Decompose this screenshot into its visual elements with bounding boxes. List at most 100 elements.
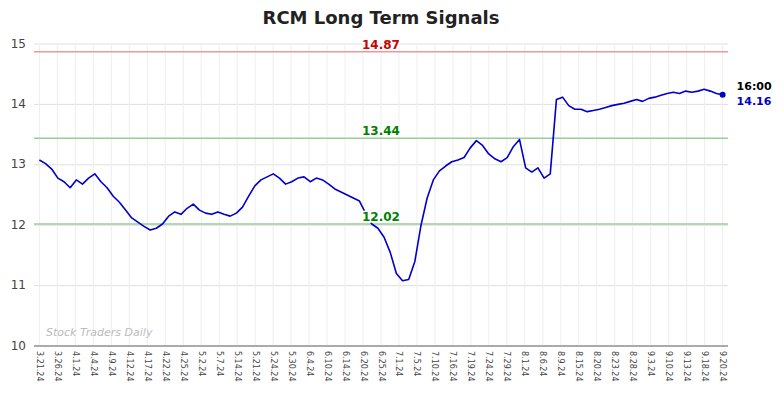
end-dot bbox=[720, 92, 726, 98]
x-axis-line bbox=[34, 346, 728, 347]
plot-area bbox=[34, 52, 728, 281]
background bbox=[0, 0, 784, 398]
x-tick-label: 8.9.24 bbox=[556, 351, 565, 376]
x-grid-line bbox=[506, 44, 507, 346]
x-tick-label: 5.7.24 bbox=[215, 351, 224, 376]
x-tick-label: 5.14.24 bbox=[233, 351, 242, 382]
x-grid-line bbox=[201, 44, 202, 346]
end-label-value: 14.16 bbox=[737, 95, 772, 108]
x-grid-line bbox=[75, 44, 76, 346]
x-tick-label: 8.28.24 bbox=[628, 351, 637, 382]
x-grid-line bbox=[578, 44, 579, 346]
x-grid-line bbox=[398, 44, 399, 346]
x-grid-line bbox=[237, 44, 238, 346]
y-tick-label: 13 bbox=[11, 157, 26, 171]
x-tick-label: 4.9.24 bbox=[107, 351, 116, 376]
x-grid-line bbox=[488, 44, 489, 346]
chart-container: RCM Long Term Signals 10 11 12 13 14 15 3.21.24… bbox=[0, 0, 784, 398]
x-tick-label: 7.19.24 bbox=[466, 351, 475, 382]
x-tick-label: 7.5.24 bbox=[412, 351, 421, 376]
x-grid-line bbox=[542, 44, 543, 346]
x-tick-label: 3.26.24 bbox=[53, 351, 62, 382]
x-grid-line bbox=[183, 44, 184, 346]
x-tick-label: 5.21.24 bbox=[251, 351, 260, 382]
x-tick-label: 7.24.24 bbox=[484, 351, 493, 382]
x-grid-line bbox=[291, 44, 292, 346]
x-grid-line bbox=[273, 44, 274, 346]
y-tick-label: 12 bbox=[11, 218, 26, 232]
x-tick-label: 4.4.24 bbox=[89, 351, 98, 376]
x-tick-label: 4.1.24 bbox=[71, 351, 80, 376]
y-tick-label: 14 bbox=[11, 97, 26, 111]
title: RCM Long Term Signals bbox=[263, 7, 500, 28]
x-tick-label: 6.25.24 bbox=[377, 351, 386, 382]
end-label-time: 16:00 bbox=[737, 80, 772, 93]
y-tick-label: 11 bbox=[11, 278, 26, 292]
grid bbox=[34, 44, 728, 346]
x-tick-label: 4.25.24 bbox=[179, 351, 188, 382]
price-line bbox=[39, 89, 722, 280]
x-tick-label: 9.10.24 bbox=[664, 351, 673, 382]
x-grid-line bbox=[434, 44, 435, 346]
x-grid-line bbox=[650, 44, 651, 346]
watermark: Stock Traders Daily bbox=[46, 326, 153, 339]
x-tick-label: 9.3.24 bbox=[646, 351, 655, 376]
x-tick-label: 4.22.24 bbox=[161, 351, 170, 382]
x-grid-line bbox=[309, 44, 310, 346]
x-tick-label: 6.10.24 bbox=[323, 351, 332, 382]
reference-label: 13.44 bbox=[362, 124, 400, 138]
x-tick-label: 5.24.24 bbox=[269, 351, 278, 382]
x-tick-label: 9.20.24 bbox=[718, 351, 727, 382]
x-tick-label: 8.20.24 bbox=[592, 351, 601, 382]
x-grid-line bbox=[560, 44, 561, 346]
x-tick-label: 7.10.24 bbox=[430, 351, 439, 382]
chart-svg: RCM Long Term Signals 10 11 12 13 14 15 3.21.24… bbox=[0, 0, 784, 398]
x-grid-line bbox=[165, 44, 166, 346]
x-tick-label: 8.15.24 bbox=[574, 351, 583, 382]
x-tick-label: 3.21.24 bbox=[35, 351, 44, 382]
annotations: 14.87 13.44 12.02 bbox=[362, 38, 400, 224]
x-tick-label: 8.6.24 bbox=[538, 351, 547, 376]
x-tick-label: 7.1.24 bbox=[394, 351, 403, 376]
y-grid-line bbox=[34, 346, 728, 347]
x-grid-line bbox=[416, 44, 417, 346]
reference-label: 12.02 bbox=[362, 210, 400, 224]
x-grid-line bbox=[596, 44, 597, 346]
x-grid-line bbox=[147, 44, 148, 346]
x-tick-label: 6.20.24 bbox=[359, 351, 368, 382]
x-tick-label: 7.16.24 bbox=[448, 351, 457, 382]
x-tick-label: 9.13.24 bbox=[682, 351, 691, 382]
y-tick-label: 15 bbox=[11, 37, 26, 51]
x-tick-label: 5.30.24 bbox=[287, 351, 296, 382]
x-grid-line bbox=[381, 44, 382, 346]
x-tick-label: 9.18.24 bbox=[700, 351, 709, 382]
y-tick-label: 10 bbox=[11, 339, 26, 353]
x-tick-label: 6.14.24 bbox=[341, 351, 350, 382]
y-axis: 10 11 12 13 14 15 bbox=[11, 37, 26, 353]
x-grid-line bbox=[39, 44, 40, 346]
x-grid-line bbox=[255, 44, 256, 346]
x-grid-line bbox=[452, 44, 453, 346]
x-tick-label: 4.17.24 bbox=[143, 351, 152, 382]
x-grid-line bbox=[57, 44, 58, 346]
x-grid-line bbox=[686, 44, 687, 346]
x-grid-line bbox=[363, 44, 364, 346]
x-grid-line bbox=[524, 44, 525, 346]
x-tick-label: 7.29.24 bbox=[502, 351, 511, 382]
x-grid-line bbox=[219, 44, 220, 346]
x-grid-line bbox=[614, 44, 615, 346]
x-grid-line bbox=[470, 44, 471, 346]
x-tick-label: 5.2.24 bbox=[197, 351, 206, 376]
x-tick-label: 4.12.24 bbox=[125, 351, 134, 382]
x-grid-line bbox=[93, 44, 94, 346]
x-grid-line bbox=[668, 44, 669, 346]
x-grid-line bbox=[722, 44, 723, 346]
x-grid-line bbox=[632, 44, 633, 346]
x-axis: 3.21.24 3.26.24 4.1.24 4.4.24 4.9.24 4.12.24 4… bbox=[34, 346, 728, 382]
x-tick-label: 6.4.24 bbox=[305, 351, 314, 376]
x-grid-line bbox=[327, 44, 328, 346]
x-tick-label: 8.23.24 bbox=[610, 351, 619, 382]
reference-label: 14.87 bbox=[362, 38, 400, 52]
x-grid-line bbox=[129, 44, 130, 346]
x-tick-label: 8.1.24 bbox=[520, 351, 529, 376]
